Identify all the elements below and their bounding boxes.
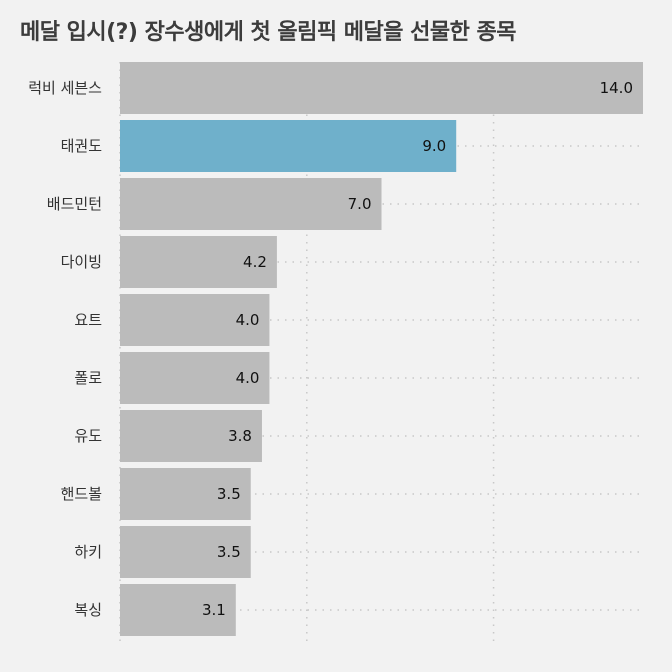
value-label: 4.0: [236, 369, 260, 387]
bar: [120, 526, 251, 578]
category-label: 배드민턴: [47, 195, 102, 213]
value-label: 3.5: [217, 543, 241, 561]
bar: [120, 236, 277, 288]
bar: [120, 294, 270, 346]
bar: [120, 352, 270, 404]
category-label: 폴로: [74, 369, 102, 387]
bar: [120, 584, 236, 636]
category-label: 핸드볼: [61, 485, 102, 503]
bar: [120, 62, 643, 114]
bar: [120, 468, 251, 520]
value-label: 4.2: [243, 253, 267, 271]
value-labels: 14.0 9.0 7.0 4.2 4.0 4.0 3.8 3.5 3.5 3.1: [202, 79, 633, 619]
value-label: 4.0: [236, 311, 260, 329]
category-label: 요트: [74, 311, 102, 329]
value-label: 7.0: [348, 195, 372, 213]
value-label: 3.5: [217, 485, 241, 503]
value-label: 3.1: [202, 601, 226, 619]
category-label: 복싱: [74, 601, 102, 619]
value-label: 9.0: [422, 137, 446, 155]
bar: [120, 120, 457, 172]
bar: [120, 410, 262, 462]
bars: [120, 62, 643, 636]
value-label: 14.0: [600, 79, 633, 97]
category-label: 하키: [74, 543, 102, 561]
category-label: 태권도: [61, 137, 103, 155]
bar: [120, 178, 382, 230]
value-label: 3.8: [228, 427, 252, 445]
category-label: 럭비 세븐스: [28, 79, 102, 97]
category-label: 다이빙: [61, 253, 102, 271]
chart-title: 메달 입시(?) 장수생에게 첫 올림픽 메달을 선물한 종목: [20, 20, 517, 45]
category-label: 유도: [74, 427, 102, 445]
